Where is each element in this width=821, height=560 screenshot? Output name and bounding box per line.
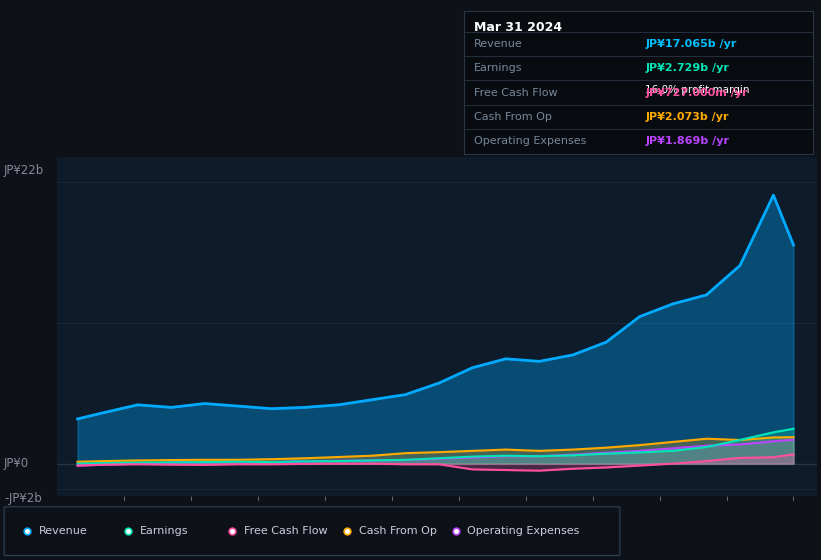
Text: Earnings: Earnings (475, 63, 523, 73)
Text: JP¥1.869b /yr: JP¥1.869b /yr (645, 136, 729, 146)
Text: JP¥727.000m /yr: JP¥727.000m /yr (645, 87, 748, 97)
Text: JP¥17.065b /yr: JP¥17.065b /yr (645, 39, 736, 49)
Text: Cash From Op: Cash From Op (475, 112, 553, 122)
Text: JP¥0: JP¥0 (4, 457, 30, 470)
Text: Free Cash Flow: Free Cash Flow (475, 87, 558, 97)
Text: -JP¥2b: -JP¥2b (4, 492, 42, 505)
Text: Revenue: Revenue (475, 39, 523, 49)
Text: JP¥2.073b /yr: JP¥2.073b /yr (645, 112, 729, 122)
Text: JP¥22b: JP¥22b (4, 164, 44, 177)
Text: JP¥2.729b /yr: JP¥2.729b /yr (645, 63, 729, 73)
Text: Free Cash Flow: Free Cash Flow (244, 526, 328, 535)
Text: Cash From Op: Cash From Op (359, 526, 437, 535)
Text: Mar 31 2024: Mar 31 2024 (475, 21, 562, 34)
Text: Earnings: Earnings (140, 526, 188, 535)
Text: 16.0% profit margin: 16.0% profit margin (645, 85, 750, 95)
Text: Revenue: Revenue (39, 526, 87, 535)
Text: Operating Expenses: Operating Expenses (475, 136, 587, 146)
Text: Operating Expenses: Operating Expenses (467, 526, 580, 535)
